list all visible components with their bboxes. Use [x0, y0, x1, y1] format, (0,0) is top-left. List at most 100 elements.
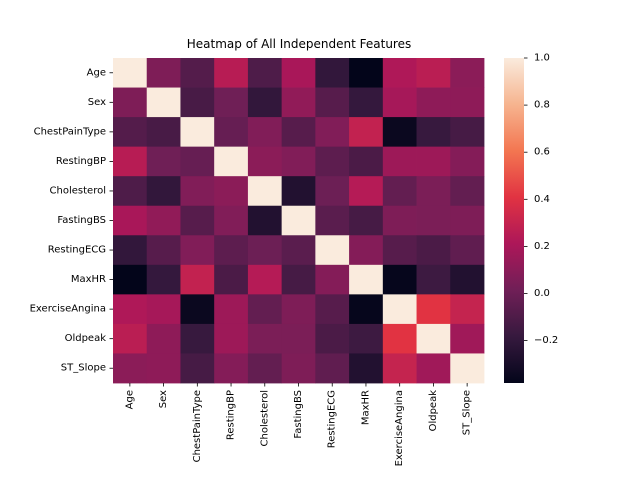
heatmap-cell-7-8: [382, 264, 417, 295]
x-tick-label: RestingECG: [327, 390, 338, 448]
heatmap-cell-1-6: [315, 87, 350, 118]
heatmap-cell-5-6: [315, 205, 350, 236]
heatmap-cell-8-9: [416, 294, 451, 325]
colorbar-tick-label: 1.0: [534, 53, 550, 64]
x-tick-label: ExerciseAngina: [394, 390, 405, 466]
heatmap-cell-7-9: [416, 264, 451, 295]
heatmap-cell-1-10: [450, 87, 485, 118]
heatmap-cell-4-3: [214, 176, 249, 207]
colorbar-tick-label: 0.2: [534, 241, 550, 252]
heatmap-cell-2-5: [281, 117, 316, 148]
heatmap-cell-3-0: [113, 146, 148, 177]
heatmap-cell-7-5: [281, 264, 316, 295]
heatmap-cell-7-3: [214, 264, 249, 295]
heatmap-cell-1-4: [247, 87, 283, 118]
heatmap-cell-4-8: [382, 176, 417, 207]
heatmap-cell-8-7: [349, 294, 384, 325]
heatmap-cell-0-3: [214, 58, 249, 88]
heatmap-cell-4-2: [180, 176, 215, 207]
heatmap-cell-10-7: [349, 353, 384, 384]
heatmap-cell-2-7: [349, 117, 384, 148]
heatmap-cell-9-6: [315, 323, 350, 354]
heatmap-cell-4-9: [416, 176, 451, 207]
heatmap-cell-4-4: [247, 176, 283, 207]
heatmap-cell-9-4: [247, 323, 283, 354]
heatmap-cell-1-7: [349, 87, 384, 118]
y-tick-label: MaxHR: [71, 274, 106, 285]
heatmap-cell-9-10: [450, 323, 485, 354]
heatmap-cell-5-8: [382, 205, 417, 236]
heatmap-cell-7-10: [450, 264, 485, 295]
x-tick-labels: Age Sex ChestPainType RestingBP Cholesterol F…: [124, 383, 473, 466]
heatmap-cell-1-0: [113, 87, 148, 118]
y-tick-label: Cholesterol: [50, 185, 106, 196]
x-tick-label: RestingBP: [226, 390, 237, 440]
colorbar-tick-label: 0.6: [534, 147, 550, 158]
heatmap-cell-3-5: [281, 146, 316, 177]
colorbar-tick-label: 0.0: [534, 288, 550, 299]
heatmap-cell-3-3: [214, 146, 249, 177]
heatmap-cell-5-4: [247, 205, 283, 236]
heatmap-cell-2-0: [113, 117, 148, 148]
y-tick-label: FastingBS: [57, 215, 106, 226]
heatmap-cell-10-4: [247, 353, 283, 384]
colorbar-ticks: −0.2 0.0 0.2 0.4 0.6 0.8 1.0: [524, 53, 558, 346]
heatmap-cell-9-5: [281, 323, 316, 354]
heatmap-cell-4-6: [315, 176, 350, 207]
heatmap-cell-0-5: [281, 58, 316, 88]
heatmap-cell-8-2: [180, 294, 215, 325]
heatmap-cell-3-10: [450, 146, 485, 177]
heatmap-cell-3-8: [382, 146, 417, 177]
heatmap-cell-10-3: [214, 353, 249, 384]
x-tick-label: Age: [124, 390, 135, 409]
heatmap-cell-4-10: [450, 176, 485, 207]
heatmap-cell-6-5: [281, 235, 316, 266]
heatmap-cell-10-9: [416, 353, 451, 384]
y-tick-label: RestingECG: [48, 245, 106, 256]
heatmap-cell-8-4: [247, 294, 283, 325]
y-tick-label: Oldpeak: [65, 333, 107, 344]
x-tick-label: Oldpeak: [428, 390, 439, 432]
heatmap-cell-4-5: [281, 176, 316, 207]
heatmap-cell-0-6: [315, 58, 350, 88]
heatmap-cell-10-1: [146, 353, 181, 384]
heatmap-cell-10-0: [113, 353, 148, 384]
y-tick-label: ChestPainType: [34, 126, 106, 137]
heatmap-cell-8-6: [315, 294, 350, 325]
heatmap-cell-7-1: [146, 264, 181, 295]
heatmap-cell-9-3: [214, 323, 249, 354]
heatmap-cell-1-8: [382, 87, 417, 118]
colorbar-tick-label: 0.8: [534, 100, 550, 111]
heatmap-cell-3-2: [180, 146, 215, 177]
heatmap-cell-9-8: [382, 323, 417, 354]
y-tick-labels: Age Sex ChestPainType RestingBP Cholesterol F…: [30, 67, 113, 374]
heatmap-cell-10-2: [180, 353, 215, 384]
heatmap-cell-9-7: [349, 323, 384, 354]
x-tick-label: Sex: [158, 390, 169, 408]
heatmap-cell-5-2: [180, 205, 215, 236]
heatmap-cell-5-10: [450, 205, 485, 236]
colorbar: [504, 58, 524, 383]
x-tick-label: Cholesterol: [259, 390, 270, 446]
heatmap-cell-10-5: [281, 353, 316, 384]
heatmap-cell-6-3: [214, 235, 249, 266]
heatmap-cell-2-2: [180, 117, 215, 148]
heatmap-cell-6-2: [180, 235, 215, 266]
heatmap-cell-5-9: [416, 205, 451, 236]
heatmap-cell-10-10: [450, 353, 485, 384]
heatmap-cell-4-7: [349, 176, 384, 207]
chart-title: Heatmap of All Independent Features: [187, 37, 411, 51]
heatmap-cell-0-4: [247, 58, 283, 88]
heatmap-cell-1-5: [281, 87, 316, 118]
heatmap-cell-2-3: [214, 117, 249, 148]
heatmap-cell-4-1: [146, 176, 181, 207]
heatmap-cell-7-0: [113, 264, 148, 295]
heatmap-cell-8-1: [146, 294, 181, 325]
heatmap-cell-5-7: [349, 205, 384, 236]
heatmap-cell-0-2: [180, 58, 215, 88]
heatmap-cell-5-5: [281, 205, 316, 236]
heatmap-cell-8-5: [281, 294, 316, 325]
heatmap-cell-2-6: [315, 117, 350, 148]
heatmap-cell-6-0: [113, 235, 148, 266]
